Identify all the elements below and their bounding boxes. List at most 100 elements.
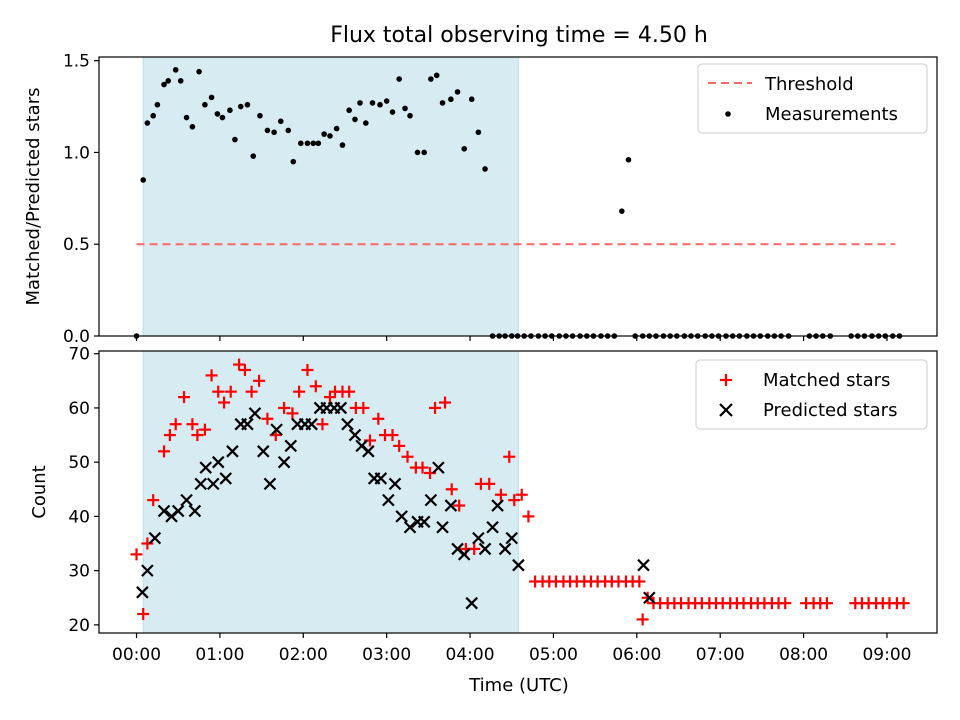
legend-measurements-swatch (725, 111, 731, 117)
measurement-point (352, 116, 358, 123)
matched-star-point (641, 591, 654, 604)
measurement-point (357, 100, 363, 106)
measurement-point (315, 140, 322, 147)
predicted-star-point (256, 445, 270, 458)
matched-star-point (494, 488, 507, 501)
predicted-star-point (472, 531, 485, 545)
matched-star-point (633, 575, 646, 588)
y-tick-label: 1.0 (63, 143, 90, 163)
matched-star-point (293, 385, 306, 398)
y-tick-label: 50 (68, 453, 90, 473)
measurement-point (625, 156, 632, 163)
count-x-axis: 00:00 01:00 02:00 03:00 04:00 05:00 06:00 07:00… (112, 633, 911, 665)
measurement-point (321, 131, 327, 137)
measurement-point (428, 76, 434, 82)
matched-star-point (158, 445, 171, 458)
predicted-star-point (424, 493, 438, 507)
measurement-point (369, 100, 376, 106)
predicted-star-point (334, 401, 348, 415)
measurement-point (285, 127, 292, 134)
y-tick-label: 0.0 (63, 327, 90, 347)
measurement-point (150, 112, 156, 119)
measurement-point (250, 153, 257, 159)
predicted-star-point (248, 407, 262, 420)
x-tick-label: 05:00 (529, 645, 578, 665)
measurement-point (402, 105, 408, 112)
count-panel: 20 30 40 50 60 70 00:00 01:00 02:00 03:00 04:00 05… (29, 345, 938, 696)
measurement-point (257, 112, 263, 119)
predicted-star-point (348, 428, 362, 442)
predicted-star-point (512, 558, 525, 572)
predicted-star-point (465, 596, 479, 610)
x-tick-label: 00:00 (112, 645, 161, 665)
measurement-point (177, 78, 184, 84)
y-tick-label: 0.5 (63, 235, 90, 255)
x-tick-label: 07:00 (696, 645, 745, 665)
predicted-star-point (148, 531, 162, 545)
predicted-star-point (226, 445, 239, 458)
legend-measurements-label: Measurements (765, 104, 898, 125)
x-tick-label: 06:00 (612, 645, 661, 665)
measurement-point (297, 140, 304, 147)
predicted-star-point (457, 548, 471, 561)
measurement-point (165, 78, 172, 84)
x-tick-label: 09:00 (862, 645, 911, 665)
matched-stars-points (130, 358, 910, 626)
x-tick-label: 01:00 (195, 645, 244, 665)
matched-star-point (137, 608, 150, 621)
matched-star-point (316, 418, 329, 431)
chart-title: Flux total observing time = 4.50 h (330, 23, 708, 48)
matched-star-point (130, 548, 143, 561)
matched-star-point (141, 537, 154, 550)
measurement-point (189, 123, 196, 130)
predicted-star-point (270, 423, 283, 436)
matched-star-point (372, 412, 385, 425)
measurement-point (290, 158, 297, 165)
predicted-star-point (211, 455, 225, 469)
measurement-point (377, 101, 383, 108)
predicted-star-point (505, 531, 519, 545)
predicted-star-point (219, 472, 233, 485)
x-tick-label: 03:00 (362, 645, 411, 665)
ratio-panel: 0.0 0.5 1.0 1.5 Matched/Predicted stars Thr… (23, 52, 938, 347)
measurement-point (383, 98, 390, 104)
measurement-point (140, 177, 146, 183)
matched-star-point (636, 613, 649, 626)
predicted-star-point (417, 515, 431, 529)
measurement-point (339, 142, 346, 148)
legend-matched-swatch (720, 374, 732, 386)
measurement-point (407, 112, 413, 119)
matched-star-point (343, 385, 356, 398)
predicted-star-point (374, 472, 388, 485)
ratio-legend-box (697, 63, 928, 134)
matched-star-point (468, 542, 481, 555)
measurement-point (346, 107, 352, 114)
measurement-point (421, 149, 427, 156)
predicted-star-point (498, 542, 512, 556)
matched-star-point (401, 450, 414, 463)
predicted-star-point (136, 586, 149, 599)
matched-star-point (779, 597, 792, 610)
measurement-point (414, 149, 421, 156)
y-tick-label: 1.5 (63, 52, 90, 72)
matched-star-point (439, 396, 452, 409)
count-panel-frame (98, 350, 938, 634)
predicted-star-point (444, 499, 458, 512)
ratio-y-axis-label: Matched/Predicted stars (23, 88, 44, 306)
matched-star-point (386, 429, 399, 442)
matched-star-point (301, 363, 314, 376)
predicted-star-point (388, 477, 402, 491)
measurement-point (237, 103, 244, 110)
y-tick-label: 40 (68, 507, 90, 527)
measurement-point (389, 109, 396, 115)
y-tick-label: 30 (68, 562, 90, 582)
matched-star-point (191, 429, 204, 442)
predicted-star-point (486, 520, 499, 534)
measurement-point (310, 140, 317, 147)
measurement-point (214, 111, 221, 117)
matched-star-point (205, 369, 218, 382)
predicted-star-point (171, 504, 185, 518)
matched-star-point (261, 412, 274, 425)
measurement-point (183, 114, 190, 121)
matched-star-point (278, 401, 291, 414)
